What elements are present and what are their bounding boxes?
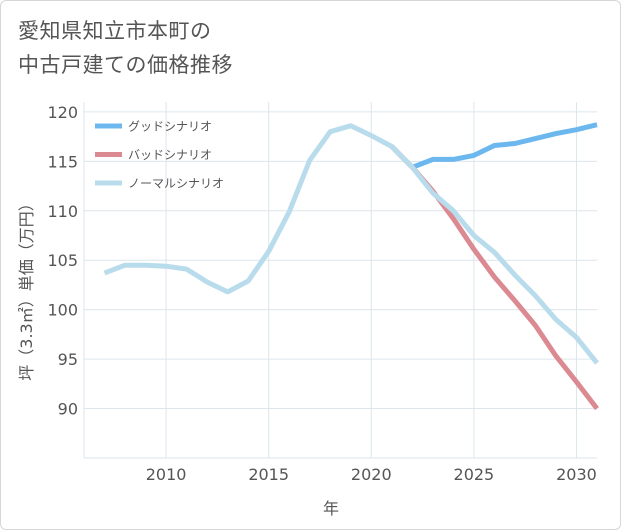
- x-tick-label: 2020: [351, 465, 392, 484]
- y-tick-label: 105: [47, 251, 78, 270]
- y-axis-title: 坪（3.3㎡）単価（万円）: [17, 195, 36, 380]
- legend-label: バッドシナリオ: [128, 148, 212, 162]
- series-line-2: [390, 144, 599, 411]
- x-tick-label: 2010: [146, 465, 187, 484]
- y-tick-label: 95: [58, 350, 78, 369]
- x-tick-label: 2025: [454, 465, 495, 484]
- series-line-3: [103, 123, 599, 365]
- chart-title: 愛知県知立市本町の 中古戸建ての価格推移: [18, 14, 318, 82]
- x-tick-label: 2015: [248, 465, 289, 484]
- y-tick-label: 120: [47, 103, 78, 122]
- y-tick-label: 90: [58, 400, 78, 419]
- legend-label: ノーマルシナリオ: [128, 177, 224, 191]
- series-lines: [103, 122, 599, 411]
- x-tick-label: 2030: [556, 465, 597, 484]
- plot-border: [83, 102, 597, 459]
- legend-label: グッドシナリオ: [128, 120, 212, 134]
- chart-title-line-1: 愛知県知立市本町の: [18, 19, 212, 43]
- series-line-1: [390, 122, 598, 170]
- x-axis-title: 年: [323, 499, 339, 518]
- y-tick-label: 110: [47, 202, 78, 221]
- y-tick-label: 115: [47, 152, 78, 171]
- y-axis-ticks: 90 95 100 105 110 115 120: [47, 103, 78, 419]
- y-tick-label: 100: [47, 301, 78, 320]
- gridlines: [84, 102, 597, 458]
- chart-title-line-2: 中古戸建ての価格推移: [18, 53, 233, 77]
- x-axis-ticks: 2010 2015 2020 2025 2030: [146, 465, 597, 484]
